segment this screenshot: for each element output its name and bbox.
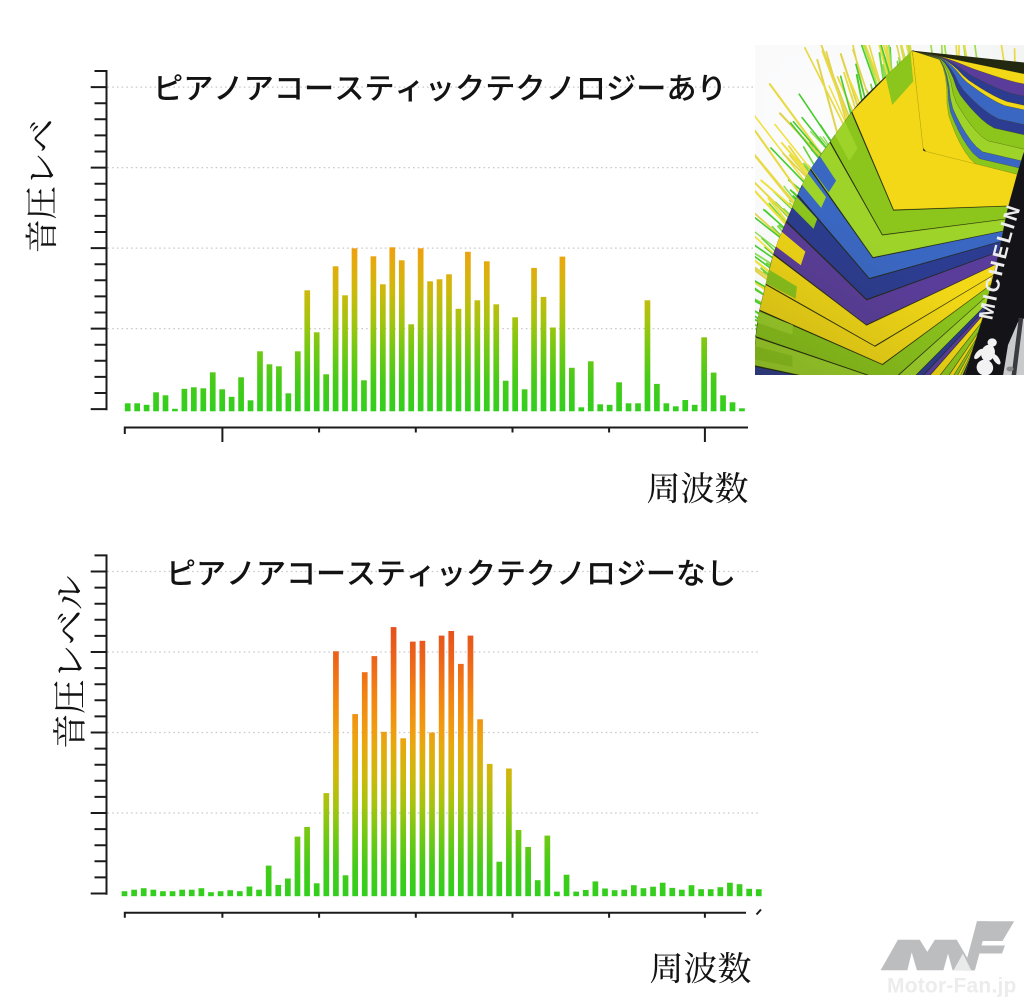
svg-text:Motor-Fan.jp: Motor-Fan.jp [887, 975, 1017, 998]
